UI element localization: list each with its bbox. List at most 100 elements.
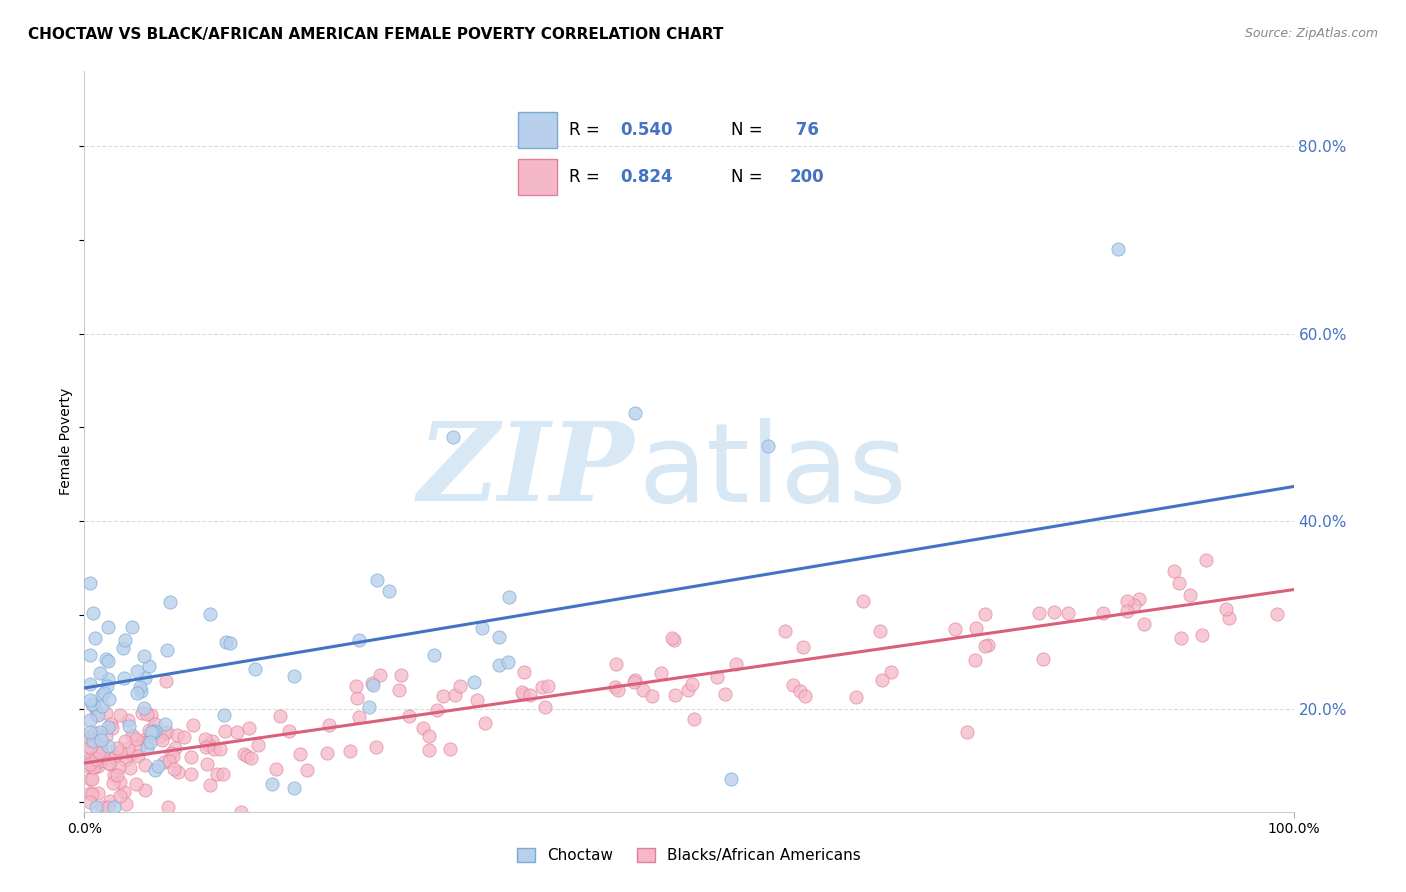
Point <box>650 666 672 681</box>
Point <box>114 797 136 811</box>
Point <box>90 733 112 747</box>
Point <box>97 800 120 814</box>
Point <box>100 721 122 735</box>
Point <box>1128 591 1150 606</box>
Point <box>166 728 188 742</box>
Point <box>143 723 166 738</box>
Point <box>134 782 156 797</box>
Point <box>94 706 117 720</box>
Point <box>125 731 148 746</box>
Point <box>91 747 114 762</box>
Point <box>96 679 118 693</box>
Point <box>82 760 104 774</box>
Point <box>676 683 699 698</box>
Point <box>97 673 120 687</box>
Point <box>146 758 169 772</box>
Point <box>198 738 221 752</box>
Point <box>782 678 804 692</box>
Point <box>157 800 180 814</box>
Point <box>347 632 370 647</box>
Point <box>138 659 160 673</box>
Point <box>167 764 190 779</box>
Point <box>105 767 128 781</box>
Point <box>120 747 142 762</box>
Legend: Choctaw, Blacks/African Americans: Choctaw, Blacks/African Americans <box>509 840 869 871</box>
Point <box>112 784 135 798</box>
Point <box>121 728 143 742</box>
Point <box>82 698 104 712</box>
Point <box>82 734 104 748</box>
Point <box>845 690 868 704</box>
Point <box>534 700 557 714</box>
Point <box>205 767 228 781</box>
Point <box>463 675 485 690</box>
Text: 200: 200 <box>790 169 824 186</box>
Point <box>1167 575 1189 590</box>
Point <box>89 724 111 739</box>
Point <box>134 671 156 685</box>
Point <box>118 719 141 733</box>
Point <box>100 717 122 731</box>
Point <box>388 682 411 697</box>
Point <box>232 747 254 761</box>
Point <box>756 439 779 453</box>
Point <box>108 745 131 759</box>
Point <box>519 688 541 702</box>
Point <box>114 733 136 747</box>
Point <box>90 739 112 754</box>
Point <box>183 718 205 732</box>
Point <box>512 685 534 699</box>
Point <box>664 633 686 648</box>
Point <box>129 683 152 698</box>
Point <box>266 762 288 776</box>
Point <box>87 745 110 759</box>
Point <box>880 665 903 680</box>
Point <box>194 731 217 746</box>
Point <box>82 697 104 711</box>
Point <box>439 742 461 756</box>
Point <box>219 636 242 650</box>
Point <box>155 717 177 731</box>
Point <box>346 679 368 693</box>
Point <box>432 689 454 703</box>
Point <box>143 764 166 778</box>
Point <box>141 708 163 723</box>
Point <box>150 733 173 747</box>
Point <box>79 676 101 690</box>
Point <box>974 639 997 653</box>
Point <box>870 673 893 687</box>
Point <box>89 745 111 759</box>
Point <box>378 584 401 599</box>
Point <box>239 751 262 765</box>
Point <box>283 668 305 682</box>
Point <box>79 729 101 743</box>
Point <box>103 800 125 814</box>
Point <box>238 721 260 735</box>
Point <box>474 715 496 730</box>
Point <box>79 795 101 809</box>
Point <box>84 800 107 814</box>
Point <box>1133 616 1156 631</box>
Point <box>141 725 163 739</box>
Point <box>398 708 420 723</box>
Point <box>79 732 101 747</box>
Point <box>141 723 163 737</box>
Point <box>108 760 131 774</box>
Point <box>1032 652 1054 666</box>
Point <box>359 700 381 714</box>
Point <box>84 752 107 766</box>
Point <box>488 630 510 644</box>
Point <box>496 655 519 669</box>
Point <box>156 643 179 657</box>
Point <box>661 631 683 645</box>
Point <box>1057 606 1080 620</box>
Point <box>1116 593 1139 607</box>
Point <box>1191 627 1213 641</box>
Point <box>97 654 120 668</box>
Text: CHOCTAW VS BLACK/AFRICAN AMERICAN FEMALE POVERTY CORRELATION CHART: CHOCTAW VS BLACK/AFRICAN AMERICAN FEMALE… <box>28 27 724 42</box>
Point <box>180 767 202 781</box>
Point <box>605 657 627 671</box>
Point <box>512 687 534 701</box>
Point <box>97 720 120 734</box>
Point <box>79 648 101 662</box>
